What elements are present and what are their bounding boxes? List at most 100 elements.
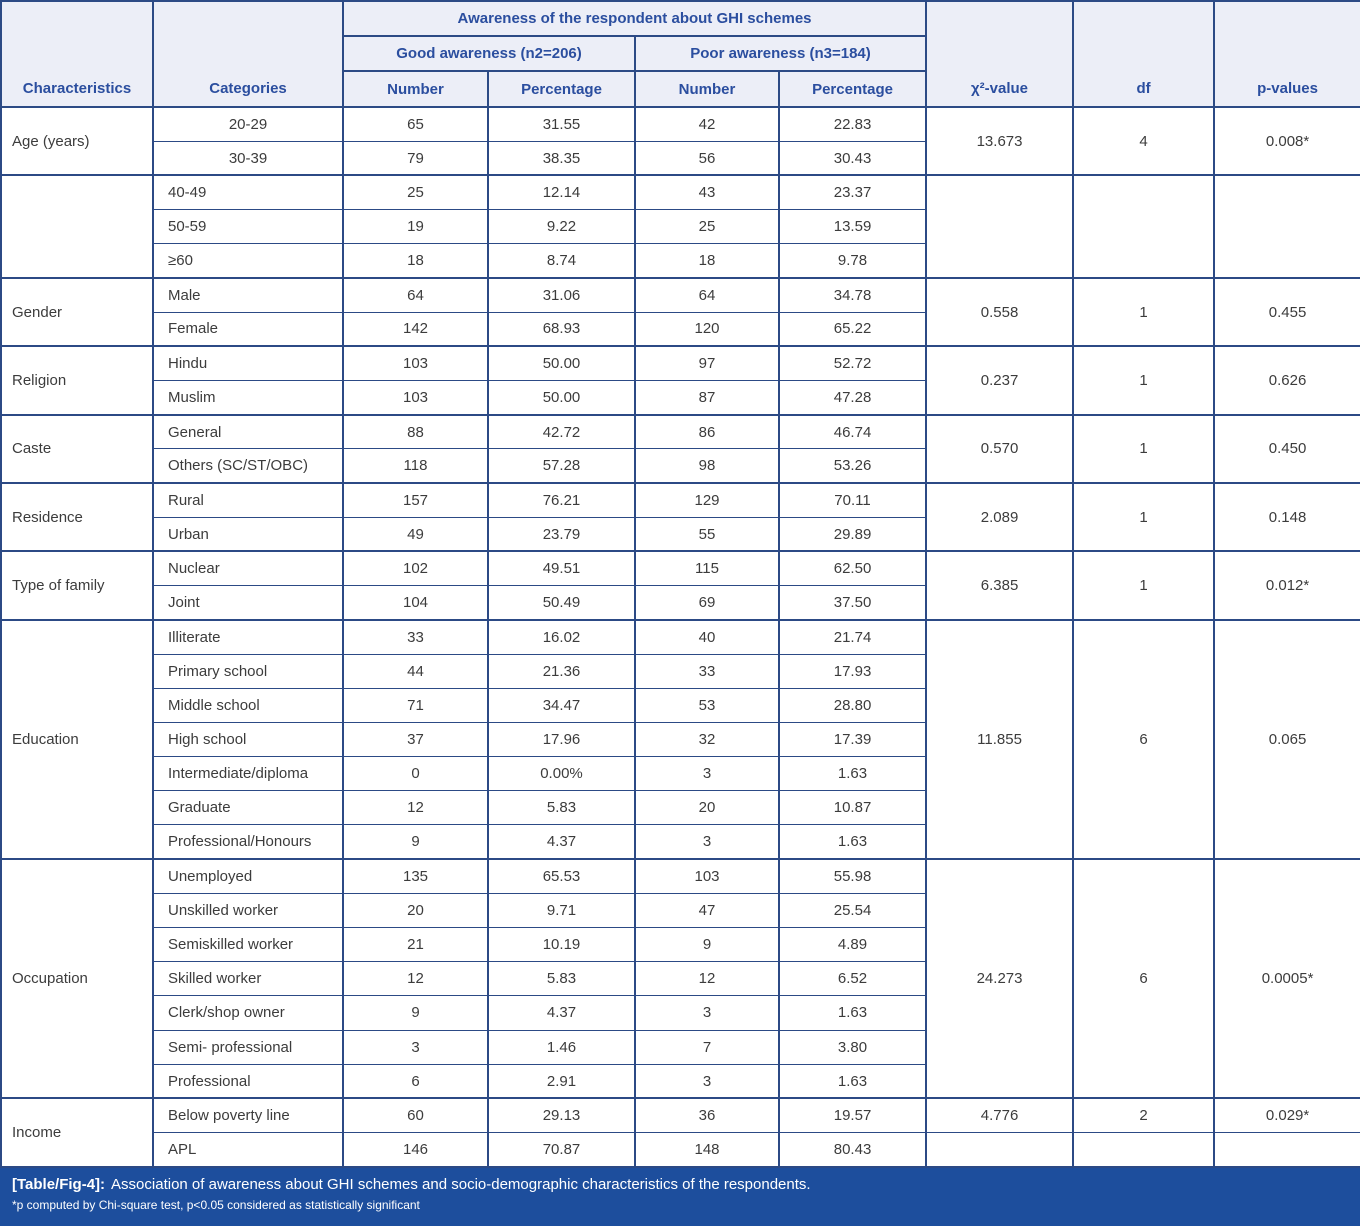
category-cell: Graduate — [152, 790, 344, 826]
poor-percentage-cell: 37.50 — [777, 585, 928, 621]
poor-number-cell: 120 — [634, 311, 780, 347]
table-header: Characteristics Categories Awareness of … — [0, 0, 1360, 108]
category-cell: Skilled worker — [152, 961, 344, 997]
poor-number-cell: 98 — [634, 448, 780, 484]
poor-number-cell: 36 — [634, 1097, 780, 1134]
poor-number-cell: 3 — [634, 824, 780, 860]
chi-square-cell — [925, 1132, 1075, 1168]
poor-percentage-cell: 53.26 — [777, 448, 928, 484]
chi-square-cell: 13.673 — [925, 105, 1075, 176]
p-value-cell — [1213, 174, 1360, 279]
chi-square-cell: 0.237 — [925, 345, 1075, 416]
poor-number-cell: 103 — [634, 858, 780, 894]
df-cell: 6 — [1072, 858, 1216, 1099]
chi-square-cell: 0.558 — [925, 276, 1075, 347]
category-cell: Unemployed — [152, 858, 344, 894]
good-percentage-cell: 76.21 — [487, 482, 636, 518]
characteristic-cell: Type of family — [0, 550, 154, 621]
poor-percentage-cell: 13.59 — [777, 209, 928, 245]
p-value-cell: 0.450 — [1213, 413, 1360, 484]
table-row: Professional 6 2.91 3 1.63 — [1, 1063, 1360, 1099]
poor-percentage-cell: 19.57 — [777, 1097, 928, 1134]
good-percentage-cell: 70.87 — [487, 1132, 636, 1168]
good-number-cell: 103 — [342, 345, 489, 382]
good-percentage-cell: 9.22 — [487, 209, 636, 245]
good-percentage-cell: 1.46 — [487, 1029, 636, 1065]
poor-percentage-cell: 62.50 — [777, 550, 928, 587]
df-cell: 4 — [1072, 105, 1216, 176]
good-percentage-cell: 57.28 — [487, 448, 636, 484]
header-chi-square: χ²-value — [925, 0, 1075, 108]
poor-number-cell: 86 — [634, 413, 780, 450]
poor-number-cell: 32 — [634, 721, 780, 758]
poor-number-cell: 148 — [634, 1132, 780, 1168]
good-number-cell: 12 — [342, 790, 489, 826]
category-cell: Male — [152, 276, 344, 313]
good-number-cell: 44 — [342, 653, 489, 689]
table-row: 50-59 19 9.22 25 13.59 — [1, 209, 1360, 245]
header-df: df — [1072, 0, 1216, 108]
table-row: Semiskilled worker 21 10.19 9 4.89 — [1, 926, 1360, 963]
good-number-cell: 20 — [342, 892, 489, 929]
good-number-cell: 0 — [342, 756, 489, 792]
poor-percentage-cell: 9.78 — [777, 243, 928, 279]
poor-percentage-cell: 30.43 — [777, 140, 928, 176]
table-row: Intermediate/diploma 0 0.00% 3 1.63 — [1, 756, 1360, 792]
table-row: ≥60 18 8.74 18 9.78 — [1, 243, 1360, 279]
good-percentage-cell: 12.14 — [487, 174, 636, 211]
good-number-cell: 49 — [342, 516, 489, 552]
good-percentage-cell: 0.00% — [487, 756, 636, 792]
category-cell: Illiterate — [152, 618, 344, 655]
poor-percentage-cell: 70.11 — [777, 482, 928, 518]
category-cell: Others (SC/ST/OBC) — [152, 448, 344, 484]
category-cell: Joint — [152, 585, 344, 621]
category-cell: Hindu — [152, 345, 344, 382]
table-caption: [Table/Fig-4]: Association of awareness a… — [0, 1167, 1360, 1226]
characteristic-cell: Education — [0, 618, 154, 860]
characteristic-cell: Occupation — [0, 858, 154, 1099]
good-percentage-cell: 8.74 — [487, 243, 636, 279]
header-good-percentage: Percentage — [487, 70, 636, 108]
p-value-cell: 0.455 — [1213, 276, 1360, 347]
good-number-cell: 65 — [342, 105, 489, 142]
table-row: 30-39 79 38.35 56 30.43 — [1, 140, 1360, 176]
chi-square-cell: 11.855 — [925, 618, 1075, 860]
poor-number-cell: 87 — [634, 379, 780, 416]
header-good-awareness: Good awareness (n2=206) — [342, 35, 636, 72]
good-percentage-cell: 21.36 — [487, 653, 636, 689]
good-number-cell: 33 — [342, 618, 489, 655]
category-cell: Middle school — [152, 687, 344, 723]
p-value-cell: 0.626 — [1213, 345, 1360, 416]
table-body: Age (years) 20-29 65 31.55 42 22.83 13.673 4 0.0… — [0, 105, 1360, 1168]
good-number-cell: 60 — [342, 1097, 489, 1134]
chi-square-cell: 4.776 — [925, 1097, 1075, 1134]
table-row: Graduate 12 5.83 20 10.87 — [1, 790, 1360, 826]
poor-number-cell: 3 — [634, 1063, 780, 1099]
poor-percentage-cell: 65.22 — [777, 311, 928, 347]
poor-percentage-cell: 4.89 — [777, 926, 928, 963]
poor-number-cell: 56 — [634, 140, 780, 176]
chi-square-cell: 2.089 — [925, 482, 1075, 552]
poor-percentage-cell: 29.89 — [777, 516, 928, 552]
table-row: Caste General 88 42.72 86 46.74 0.570 1 0.450 — [0, 413, 1360, 484]
good-number-cell: 142 — [342, 311, 489, 347]
header-p-values: p-values — [1213, 0, 1360, 108]
good-number-cell: 9 — [342, 995, 489, 1031]
poor-percentage-cell: 6.52 — [777, 961, 928, 997]
poor-number-cell: 3 — [634, 756, 780, 792]
poor-number-cell: 53 — [634, 687, 780, 723]
chi-square-cell — [925, 174, 1075, 279]
df-cell: 1 — [1072, 550, 1216, 621]
chi-square-cell: 0.570 — [925, 413, 1075, 484]
category-cell: 50-59 — [152, 209, 344, 245]
table-row: Professional/Honours 9 4.37 3 1.63 — [1, 824, 1360, 860]
good-number-cell: 9 — [342, 824, 489, 860]
table-row: Unskilled worker 20 9.71 47 25.54 — [1, 892, 1360, 929]
poor-percentage-cell: 52.72 — [777, 345, 928, 382]
good-percentage-cell: 68.93 — [487, 311, 636, 347]
good-percentage-cell: 5.83 — [487, 961, 636, 997]
poor-number-cell: 12 — [634, 961, 780, 997]
table-row: Semi- professional 3 1.46 7 3.80 — [1, 1029, 1360, 1065]
good-number-cell: 103 — [342, 379, 489, 416]
